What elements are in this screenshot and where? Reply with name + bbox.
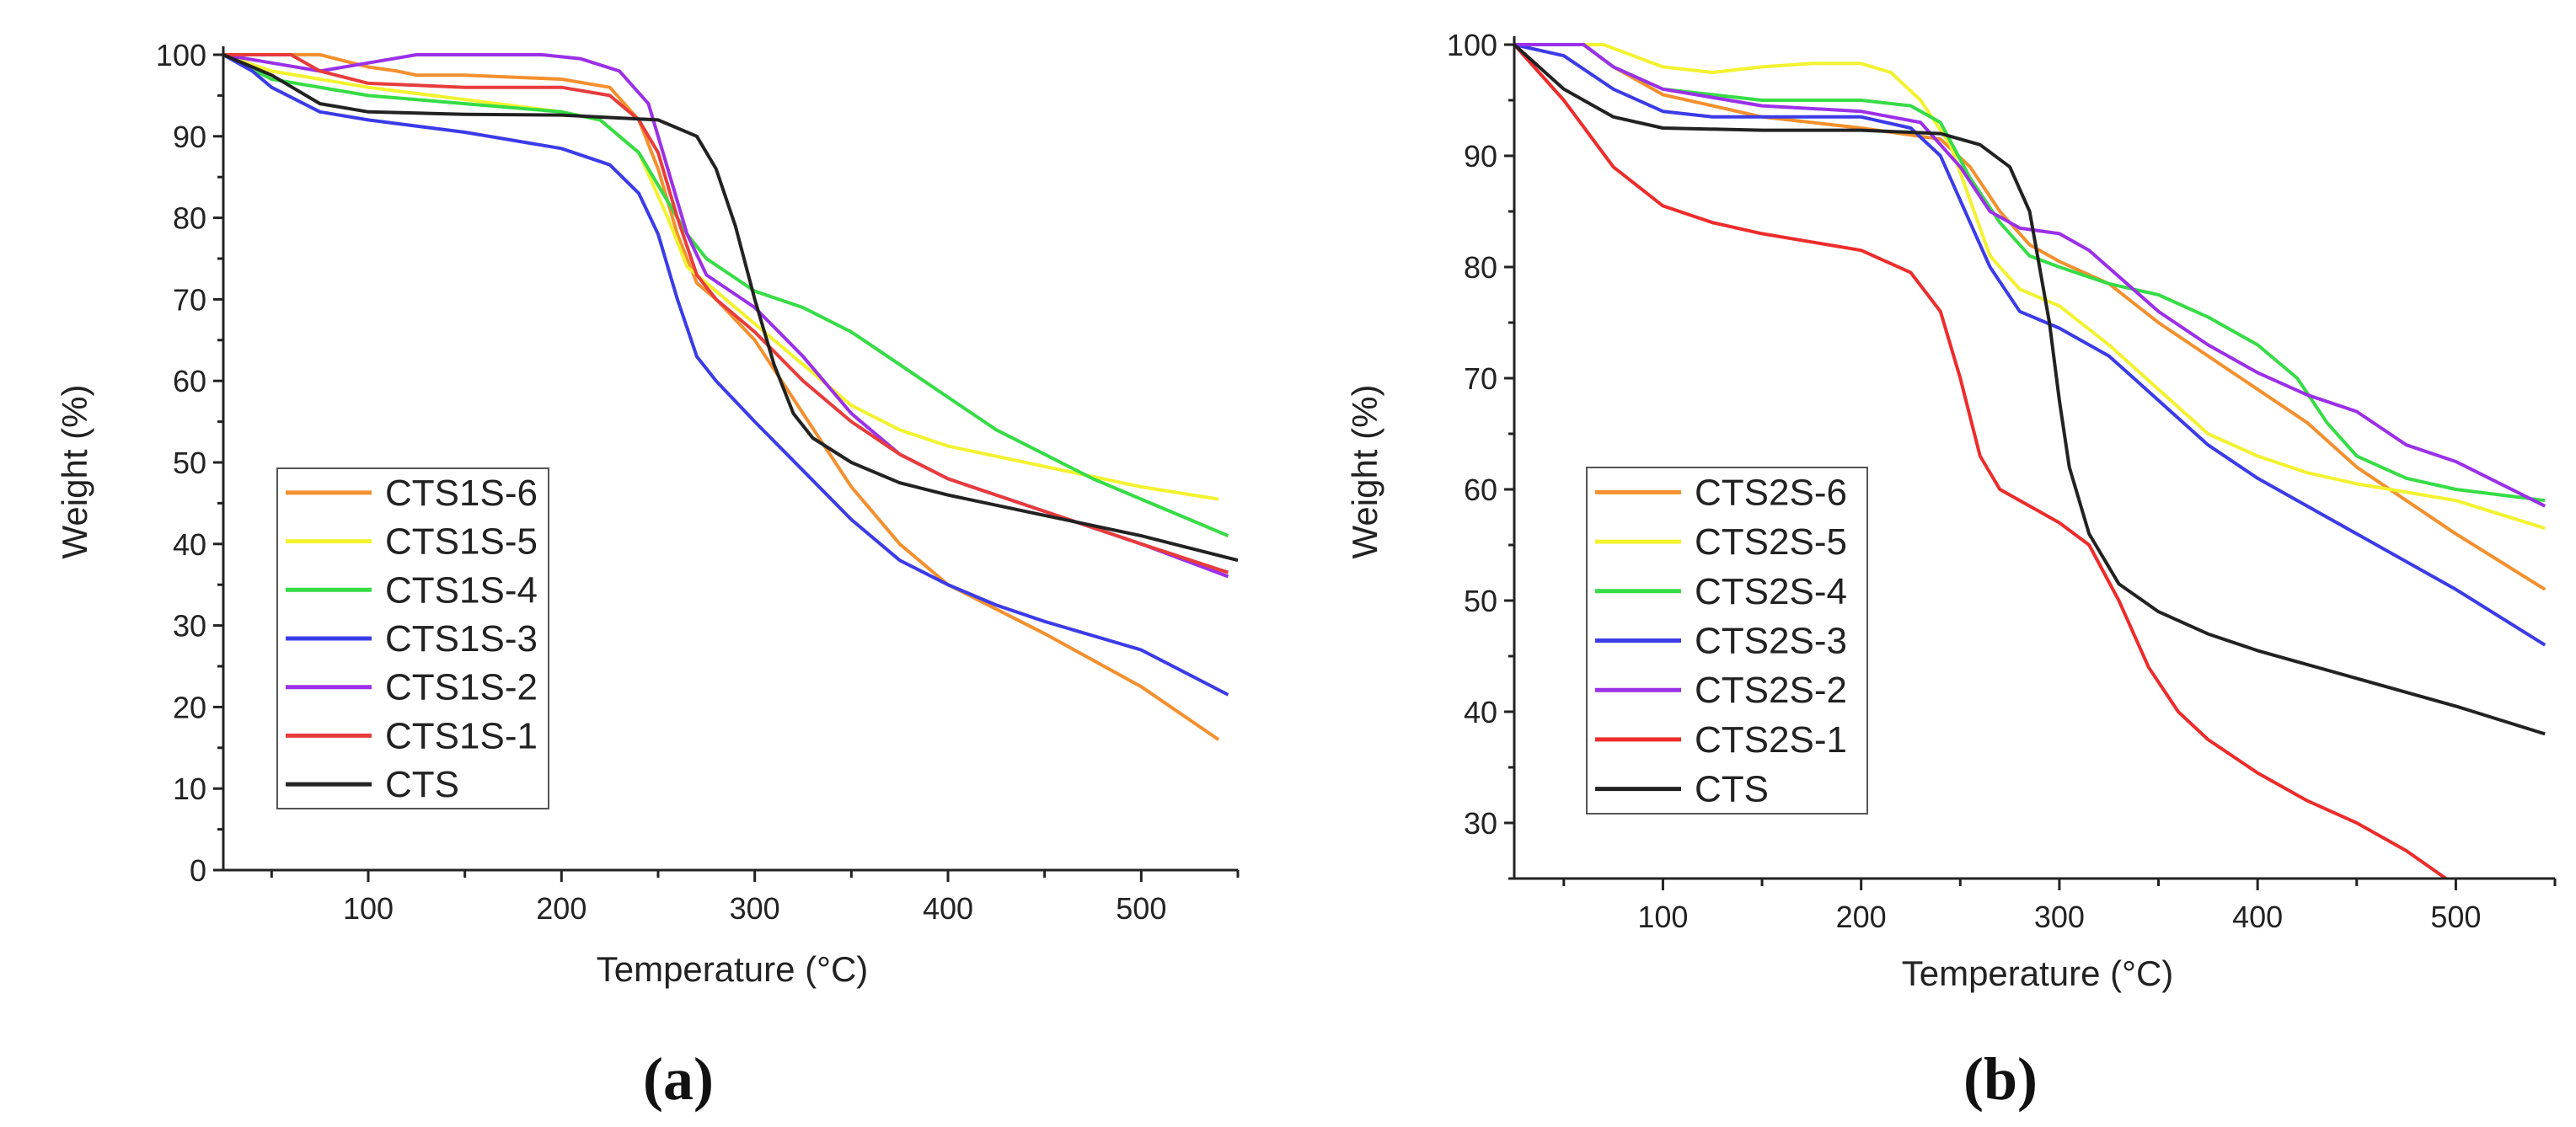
y-tick-label: 100 [1447, 28, 1497, 62]
y-tick-label: 80 [1464, 250, 1497, 285]
series-line-cts1s-5 [222, 53, 1219, 501]
legend-label: CTS1S-6 [385, 473, 538, 514]
legend: CTS2S-6 CTS2S-5 CTS2S-4 CTS2S-3 CTS2S-2 CTS2S… [1586, 467, 1868, 815]
x-tick-label: 300 [2034, 900, 2085, 934]
series-line-cts2s-4 [1514, 43, 2546, 503]
y-tick-label: 50 [1464, 584, 1497, 618]
legend-label: CTS2S-6 [1695, 472, 1847, 513]
series-line-cts [1513, 43, 2546, 736]
legend-label: CTS2S-1 [1695, 719, 1847, 761]
series-line-cts1s-4 [222, 53, 1229, 537]
y-tick-label: 70 [1464, 361, 1497, 396]
series-line-cts [222, 53, 1239, 563]
y-tick-label: 60 [173, 364, 206, 398]
x-tick-label: 100 [1637, 900, 1688, 934]
legend-label: CTS2S-3 [1695, 621, 1847, 662]
panel-label: (b) [1963, 1045, 2038, 1113]
legend-label: CTS [385, 764, 459, 805]
x-axis-title: Temperature (°C) [1902, 953, 2174, 993]
x-tick-label: 200 [536, 891, 586, 926]
legend-label: CTS2S-5 [1695, 521, 1847, 563]
legend-label: CTS1S-4 [385, 569, 538, 611]
y-tick-label: 20 [173, 690, 206, 724]
series-line-cts1s-1 [223, 53, 1229, 574]
legend: CTS1S-6 CTS1S-5 CTS1S-4 CTS1S-3 CTS1S-2 CTS1S… [276, 467, 549, 809]
x-tick-label: 200 [1836, 900, 1887, 934]
x-tick-label: 500 [2430, 900, 2481, 934]
y-tick-label: 40 [1464, 695, 1497, 729]
y-tick-label: 50 [173, 446, 206, 480]
y-axis-title: Weight (%) [55, 385, 94, 559]
chart-panel-a: 100 200 300 400 500 0 10 20 30 40 50 60 70 80 90 100 Tem… [55, 38, 1240, 1113]
legend-label: CTS1S-1 [385, 715, 538, 756]
x-axis-title: Temperature (°C) [597, 949, 869, 989]
y-tick-label: 0 [190, 853, 206, 888]
y-tick-label: 70 [173, 282, 206, 317]
y-tick-label: 80 [173, 201, 206, 236]
legend-label: CTS1S-5 [385, 521, 538, 563]
panel-label: (a) [643, 1045, 714, 1113]
series-line-cts1s-6 [223, 53, 1220, 741]
y-axis-title: Weight (%) [1345, 385, 1384, 559]
x-tick-label: 500 [1116, 891, 1166, 926]
legend-label: CTS2S-4 [1695, 571, 1847, 612]
y-tick-label: 40 [173, 527, 206, 562]
y-tick-label: 90 [173, 120, 206, 154]
x-tick-label: 400 [923, 891, 973, 926]
legend-label: CTS2S-2 [1695, 670, 1847, 711]
series-line-cts2s-5 [1514, 43, 2546, 531]
y-tick-label: 100 [156, 38, 206, 72]
x-tick-label: 400 [2232, 900, 2283, 934]
legend-label: CTS [1695, 769, 1769, 810]
y-tick-label: 10 [173, 772, 206, 806]
legend-label: CTS1S-2 [385, 667, 538, 708]
series-line-cts2s-3 [1513, 43, 2547, 647]
x-tick-label: 100 [343, 891, 394, 926]
series-line-cts2s-2 [1514, 43, 2547, 508]
series-line-cts1s-3 [222, 53, 1229, 697]
y-tick-label: 90 [1464, 139, 1497, 174]
y-tick-label: 30 [173, 609, 206, 644]
y-tick-label: 30 [1464, 806, 1497, 841]
chart-panel-b: 100 200 300 400 500 30 40 50 60 70 80 90 100 Temperat… [1345, 28, 2557, 1113]
series-line-cts2s-6 [1514, 43, 2547, 591]
y-tick-label: 60 [1464, 473, 1497, 507]
series-line-cts2s-1 [1513, 43, 2447, 880]
x-tick-label: 300 [730, 891, 780, 926]
legend-label: CTS1S-3 [385, 618, 538, 660]
